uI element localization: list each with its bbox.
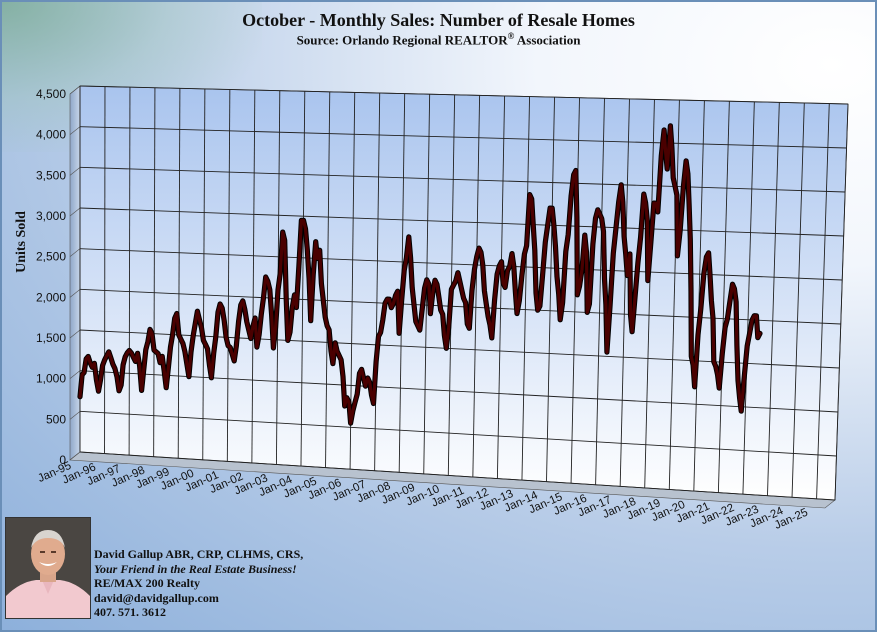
x-gridline [717, 101, 730, 493]
x-gridline [546, 97, 555, 482]
x-gridline [300, 91, 306, 467]
y-tick-label: 1,000 [36, 372, 66, 386]
y-gridline [79, 207, 844, 237]
y-gridline [79, 410, 837, 457]
y-tick-label: 2,000 [36, 290, 66, 304]
x-gridline [791, 102, 805, 498]
x-gridline [834, 103, 849, 501]
chart-title: October - Monthly Sales: Number of Resal… [242, 10, 635, 30]
x-gridline [521, 96, 531, 481]
x-gridline [742, 101, 755, 495]
y-tick-label: 3,500 [36, 168, 66, 182]
y-gridline [79, 248, 843, 281]
y-gridline-wall [69, 289, 81, 298]
x-gridline [644, 99, 655, 488]
chart-subtitle: Source: Orlando Regional REALTOR® Associ… [0, 31, 877, 48]
agent-tagline: Your Friend in the Real Estate Business! [94, 561, 297, 576]
x-gridline [177, 88, 181, 459]
agent-name: David Gallup ABR, CRP, CLHMS, CRS, [94, 547, 304, 561]
y-tick-label: 4,000 [36, 128, 66, 142]
y-gridline-wall [69, 85, 81, 95]
contact-block: David Gallup ABR, CRP, CLHMS, CRS, Your … [94, 547, 303, 620]
y-gridline-wall [69, 167, 81, 176]
agent-photo [5, 517, 91, 619]
x-gridline [374, 93, 381, 471]
y-gridline-wall [69, 126, 81, 135]
x-gridline [226, 89, 231, 462]
y-gridline-wall [69, 411, 81, 420]
y-gridline-wall [69, 451, 81, 461]
x-gridline [595, 98, 605, 485]
x-gridline [816, 103, 830, 499]
y-gridline [79, 451, 836, 501]
y-gridline [79, 370, 838, 413]
x-gridline [128, 87, 131, 456]
agency-name: RE/MAX 200 Realty [94, 576, 200, 591]
y-gridline [79, 166, 846, 193]
x-gridline [496, 95, 506, 479]
left-wall [69, 85, 81, 461]
y-tick-label: 3,000 [36, 209, 66, 223]
agent-phone: 407. 571. 3612 [94, 605, 166, 620]
y-tick-label: 0 [59, 453, 66, 467]
y-tick-label: 4,500 [36, 87, 66, 101]
x-gridline [153, 87, 156, 457]
y-axis-title: Units Sold [14, 211, 29, 273]
x-gridline [767, 102, 780, 496]
x-gridline [472, 95, 481, 477]
x-gridline [325, 91, 331, 468]
agent-email[interactable]: david@davidgallup.com [94, 590, 219, 605]
source-suffix: Association [514, 32, 581, 48]
x-gridline [202, 88, 206, 460]
y-tick-label: 2,500 [36, 250, 66, 264]
x-gridline [619, 98, 630, 487]
y-gridline [79, 126, 847, 149]
y-gridline-wall [69, 370, 81, 379]
x-gridline [251, 90, 256, 463]
y-gridline-wall [69, 329, 81, 339]
x-gridline [693, 100, 705, 492]
source-prefix: Source: Orlando Regional REALTOR [296, 32, 508, 48]
y-tick-label: 500 [46, 412, 66, 426]
registered-mark: ® [507, 31, 515, 41]
y-gridline [79, 85, 849, 105]
x-gridline [668, 100, 680, 490]
y-tick-label: 1,500 [36, 331, 66, 345]
y-gridline-wall [69, 248, 81, 257]
y-gridline-wall [69, 207, 81, 217]
